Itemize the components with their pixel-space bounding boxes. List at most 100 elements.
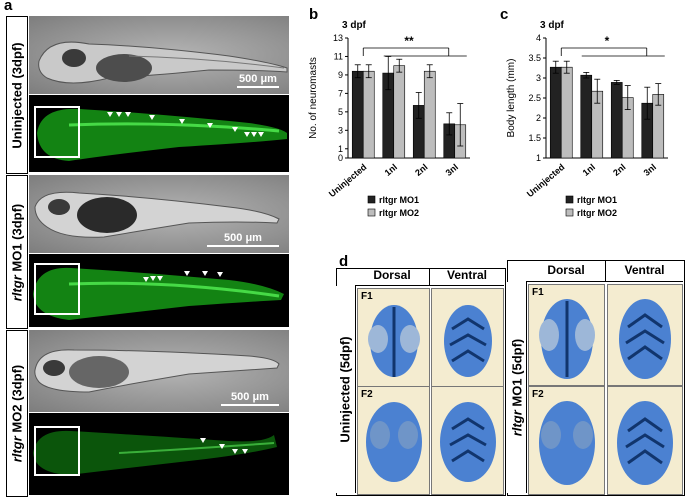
- scale-bar-3-label: 500 μm: [231, 391, 269, 403]
- d-left-ventral-header: Ventral: [446, 268, 488, 282]
- y-tick-label: 7: [338, 88, 343, 98]
- legend-swatch: [367, 208, 376, 217]
- larva-gfp-image: [34, 106, 287, 161]
- chart-c: 3 dpf 1 1.5 2 2.5 3 3.5 4 Body length (mm) Uninje…: [506, 20, 668, 218]
- x-tick-label: 3nl: [642, 162, 658, 178]
- y-tick-label: 5: [338, 107, 343, 117]
- y-axis-label: No. of neuromasts: [308, 57, 319, 139]
- bar: [423, 70, 436, 159]
- sublabel-f1: F1: [532, 287, 544, 298]
- row-label-mo2: rltgr MO2 (3dpf): [6, 330, 28, 497]
- alcian-stain-image: [617, 401, 673, 485]
- neuromast-markers: [107, 112, 264, 137]
- row-label-mo2-text: rltgr MO2 (3dpf): [9, 364, 25, 463]
- alcian-stain-image: [368, 305, 420, 377]
- y-tick-label: 2: [536, 113, 541, 123]
- larva-brightfield-image: [34, 349, 280, 393]
- y-axis-label: Body length (mm): [506, 59, 517, 138]
- fish-fluorescence-mo1: [29, 254, 289, 327]
- chart-c-container: 3 dpf 1 1.5 2 2.5 3 3.5 4 Body length (mm) Uninje…: [494, 6, 684, 236]
- legend-label: rltgr MO2: [577, 208, 617, 218]
- y-tick-label: 3: [338, 125, 343, 135]
- cartilage-right-f1-ventral: [607, 284, 683, 386]
- larva-gfp-image: [33, 426, 277, 476]
- fish-brightfield-mo1: 500 μm: [29, 175, 289, 253]
- y-tick-label: 9: [338, 70, 343, 80]
- y-tick-label: 2.5: [528, 93, 541, 103]
- scale-bar-1-label: 500 μm: [239, 73, 277, 85]
- x-tick-label: 1nl: [581, 162, 597, 178]
- alcian-stain-image: [619, 299, 671, 379]
- scale-bar-2: 500 μm: [207, 232, 279, 247]
- head-inset-box: [34, 106, 80, 158]
- scale-bar-3-line: [221, 404, 279, 406]
- panel-b-label: b: [309, 6, 319, 23]
- sublabel-f1: F1: [361, 291, 373, 302]
- head-inset-box: [34, 426, 80, 476]
- x-tick-label: 2nl: [611, 162, 627, 178]
- y-tick-label: 3.5: [528, 53, 541, 63]
- d-left-dorsal-header: Dorsal: [373, 268, 411, 282]
- cartilage-right-f2-ventral: [607, 386, 683, 495]
- panel-c-label: c: [500, 6, 509, 23]
- bar: [580, 74, 593, 159]
- d-left-header-divider: [429, 268, 430, 286]
- scale-bar-1: 500 μm: [237, 73, 279, 88]
- d-right-ventral-header: Ventral: [624, 263, 665, 277]
- x-tick-label: 2nl: [413, 162, 429, 178]
- scale-bar-3: 500 μm: [221, 391, 279, 406]
- panel-d-label: d: [339, 253, 349, 270]
- d-right-header-divider: [605, 260, 606, 282]
- alcian-stain-image: [366, 402, 422, 482]
- alcian-stain-image: [444, 305, 492, 377]
- bar: [549, 66, 562, 159]
- neuromast-markers: [200, 438, 248, 454]
- fish-brightfield-uninjected: 500 μm: [29, 16, 289, 94]
- cartilage-right-f1-dorsal: F1: [528, 284, 605, 386]
- x-tick-label: Uninjected: [525, 162, 567, 199]
- alcian-stain-image: [539, 401, 595, 485]
- row-label-uninjected: Uninjected (3dpf): [6, 16, 28, 174]
- y-tick-label: 0: [338, 153, 343, 163]
- cartilage-left-f1-ventral: [431, 288, 504, 387]
- neuromast-markers: [143, 271, 223, 282]
- d-left-rowlabel: Uninjected (5dpf): [336, 286, 356, 493]
- cartilage-left-f1-dorsal: F1: [357, 288, 430, 387]
- row-label-mo1: rltgr MO1 (3dpf): [6, 175, 28, 329]
- bar: [560, 66, 573, 159]
- significance-marker: *: [605, 34, 610, 48]
- y-tick-label: 1: [338, 144, 343, 154]
- scale-bar-1-line: [237, 86, 279, 88]
- x-tick-label: 3nl: [444, 162, 460, 178]
- legend-swatch: [367, 195, 376, 204]
- legend-label: rltgr MO1: [379, 195, 419, 205]
- bar: [351, 70, 364, 159]
- d-right-header-line: [526, 281, 683, 282]
- x-tick-label: 1nl: [383, 162, 399, 178]
- row-label-mo1-text: rltgr MO1 (3dpf): [9, 203, 25, 301]
- panel-a-label: a: [4, 0, 13, 14]
- fish-fluorescence-uninjected: [29, 95, 289, 172]
- legend-swatch: [565, 208, 574, 217]
- cartilage-left-f2-dorsal: F2: [357, 386, 430, 495]
- larva-brightfield-image: [38, 41, 288, 84]
- cartilage-right-f2-dorsal: F2: [528, 386, 605, 495]
- chart-b-container: 3 dpf 0 1 3 5 7 9 11 13 No. of neuromasts Uninject…: [296, 6, 486, 236]
- d-left-rowlabel-text: Uninjected (5dpf): [338, 336, 354, 443]
- y-tick-label: 1: [536, 153, 541, 163]
- d-left-header-line: [355, 285, 504, 286]
- legend-label: rltgr MO2: [379, 208, 419, 218]
- y-tick-label: 1.5: [528, 133, 541, 143]
- larva-gfp-image: [33, 263, 284, 320]
- y-tick-label: 11: [334, 51, 343, 61]
- y-tick-label: 13: [333, 33, 343, 43]
- chart-annotation: 3 dpf: [540, 20, 565, 31]
- bar: [393, 65, 406, 159]
- head-inset-box: [34, 263, 80, 315]
- fish-brightfield-mo2: 500 μm: [29, 330, 289, 412]
- scale-bar-2-label: 500 μm: [224, 232, 262, 244]
- alcian-stain-image: [440, 402, 496, 482]
- d-right-dorsal-header: Dorsal: [547, 263, 585, 277]
- sublabel-f2: F2: [361, 389, 373, 400]
